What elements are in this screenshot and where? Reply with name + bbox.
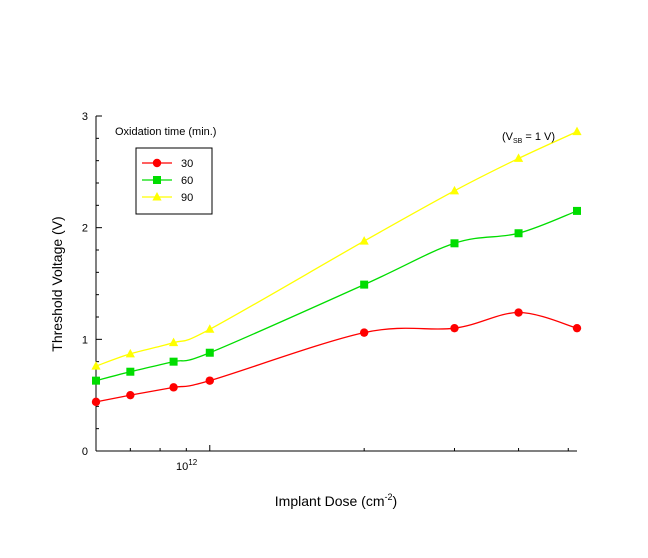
- legend: 30 60 90: [135, 147, 213, 215]
- axes: [95, 116, 577, 452]
- data-point-30: [205, 376, 214, 385]
- legend-label-30: 30: [181, 158, 193, 170]
- data-point-30: [91, 397, 101, 407]
- data-point-30: [359, 328, 369, 337]
- data-point-90: [513, 153, 524, 162]
- x-axis-label-exponent: -2: [385, 492, 393, 502]
- data-point-90: [359, 236, 369, 245]
- y-tick-label: 3: [82, 111, 88, 123]
- data-point-90: [205, 324, 215, 333]
- y-axis-label: Threshold Voltage (V): [49, 216, 65, 351]
- x-axis-label: Implant Dose (cm-2): [275, 492, 397, 509]
- x-tick-label-10-12: 1012: [176, 458, 198, 473]
- x-axis-label-text: Implant Dose (cm: [275, 493, 385, 509]
- y-ticks: 0 1 2 3: [82, 111, 102, 458]
- data-point-60: [169, 357, 178, 366]
- legend-marker-60: [153, 176, 161, 184]
- data-point-60: [126, 367, 135, 376]
- data-point-90: [91, 361, 101, 370]
- vsb-annotation: (VSB = 1 V): [502, 131, 555, 145]
- x-ticks: [129, 445, 569, 451]
- series-60: [92, 206, 581, 385]
- annotation-subscript: SB: [513, 138, 523, 145]
- series-line-30: [95, 311, 578, 403]
- series-line-90: [95, 131, 578, 367]
- data-point-30: [450, 323, 459, 333]
- data-point-60: [514, 229, 523, 238]
- series-90: [91, 126, 582, 370]
- legend-title: Oxidation time (min.): [115, 126, 216, 138]
- data-point-30: [126, 390, 135, 400]
- data-point-60: [360, 280, 369, 289]
- data-point-30: [169, 383, 178, 392]
- x-tick-exponent: 12: [188, 458, 197, 467]
- legend-box: [135, 147, 213, 215]
- y-tick-label: 1: [82, 334, 88, 346]
- data-point-90: [125, 348, 135, 358]
- data-point-60: [92, 376, 100, 385]
- series-line-60: [95, 210, 578, 382]
- y-tick-label: 0: [82, 446, 88, 458]
- y-tick-label: 2: [82, 223, 88, 235]
- annotation-prefix: (V: [502, 131, 514, 143]
- data-point-60: [573, 206, 581, 215]
- data-point-90: [572, 126, 582, 136]
- data-point-30: [572, 323, 582, 333]
- legend-label-90: 90: [181, 192, 193, 204]
- x-axis-label-close: ): [393, 493, 398, 509]
- legend-label-60: 60: [181, 175, 193, 187]
- series-layer: [91, 126, 582, 407]
- legend-marker-90: [152, 192, 162, 201]
- series-30: [91, 308, 582, 407]
- x-tick-base: 10: [176, 461, 188, 473]
- data-point-90: [449, 185, 460, 195]
- data-point-60: [205, 348, 214, 357]
- annotation-suffix: = 1 V): [522, 131, 555, 143]
- data-point-60: [450, 239, 459, 248]
- data-point-30: [514, 308, 523, 317]
- legend-marker-30: [152, 158, 162, 168]
- data-point-90: [168, 337, 179, 347]
